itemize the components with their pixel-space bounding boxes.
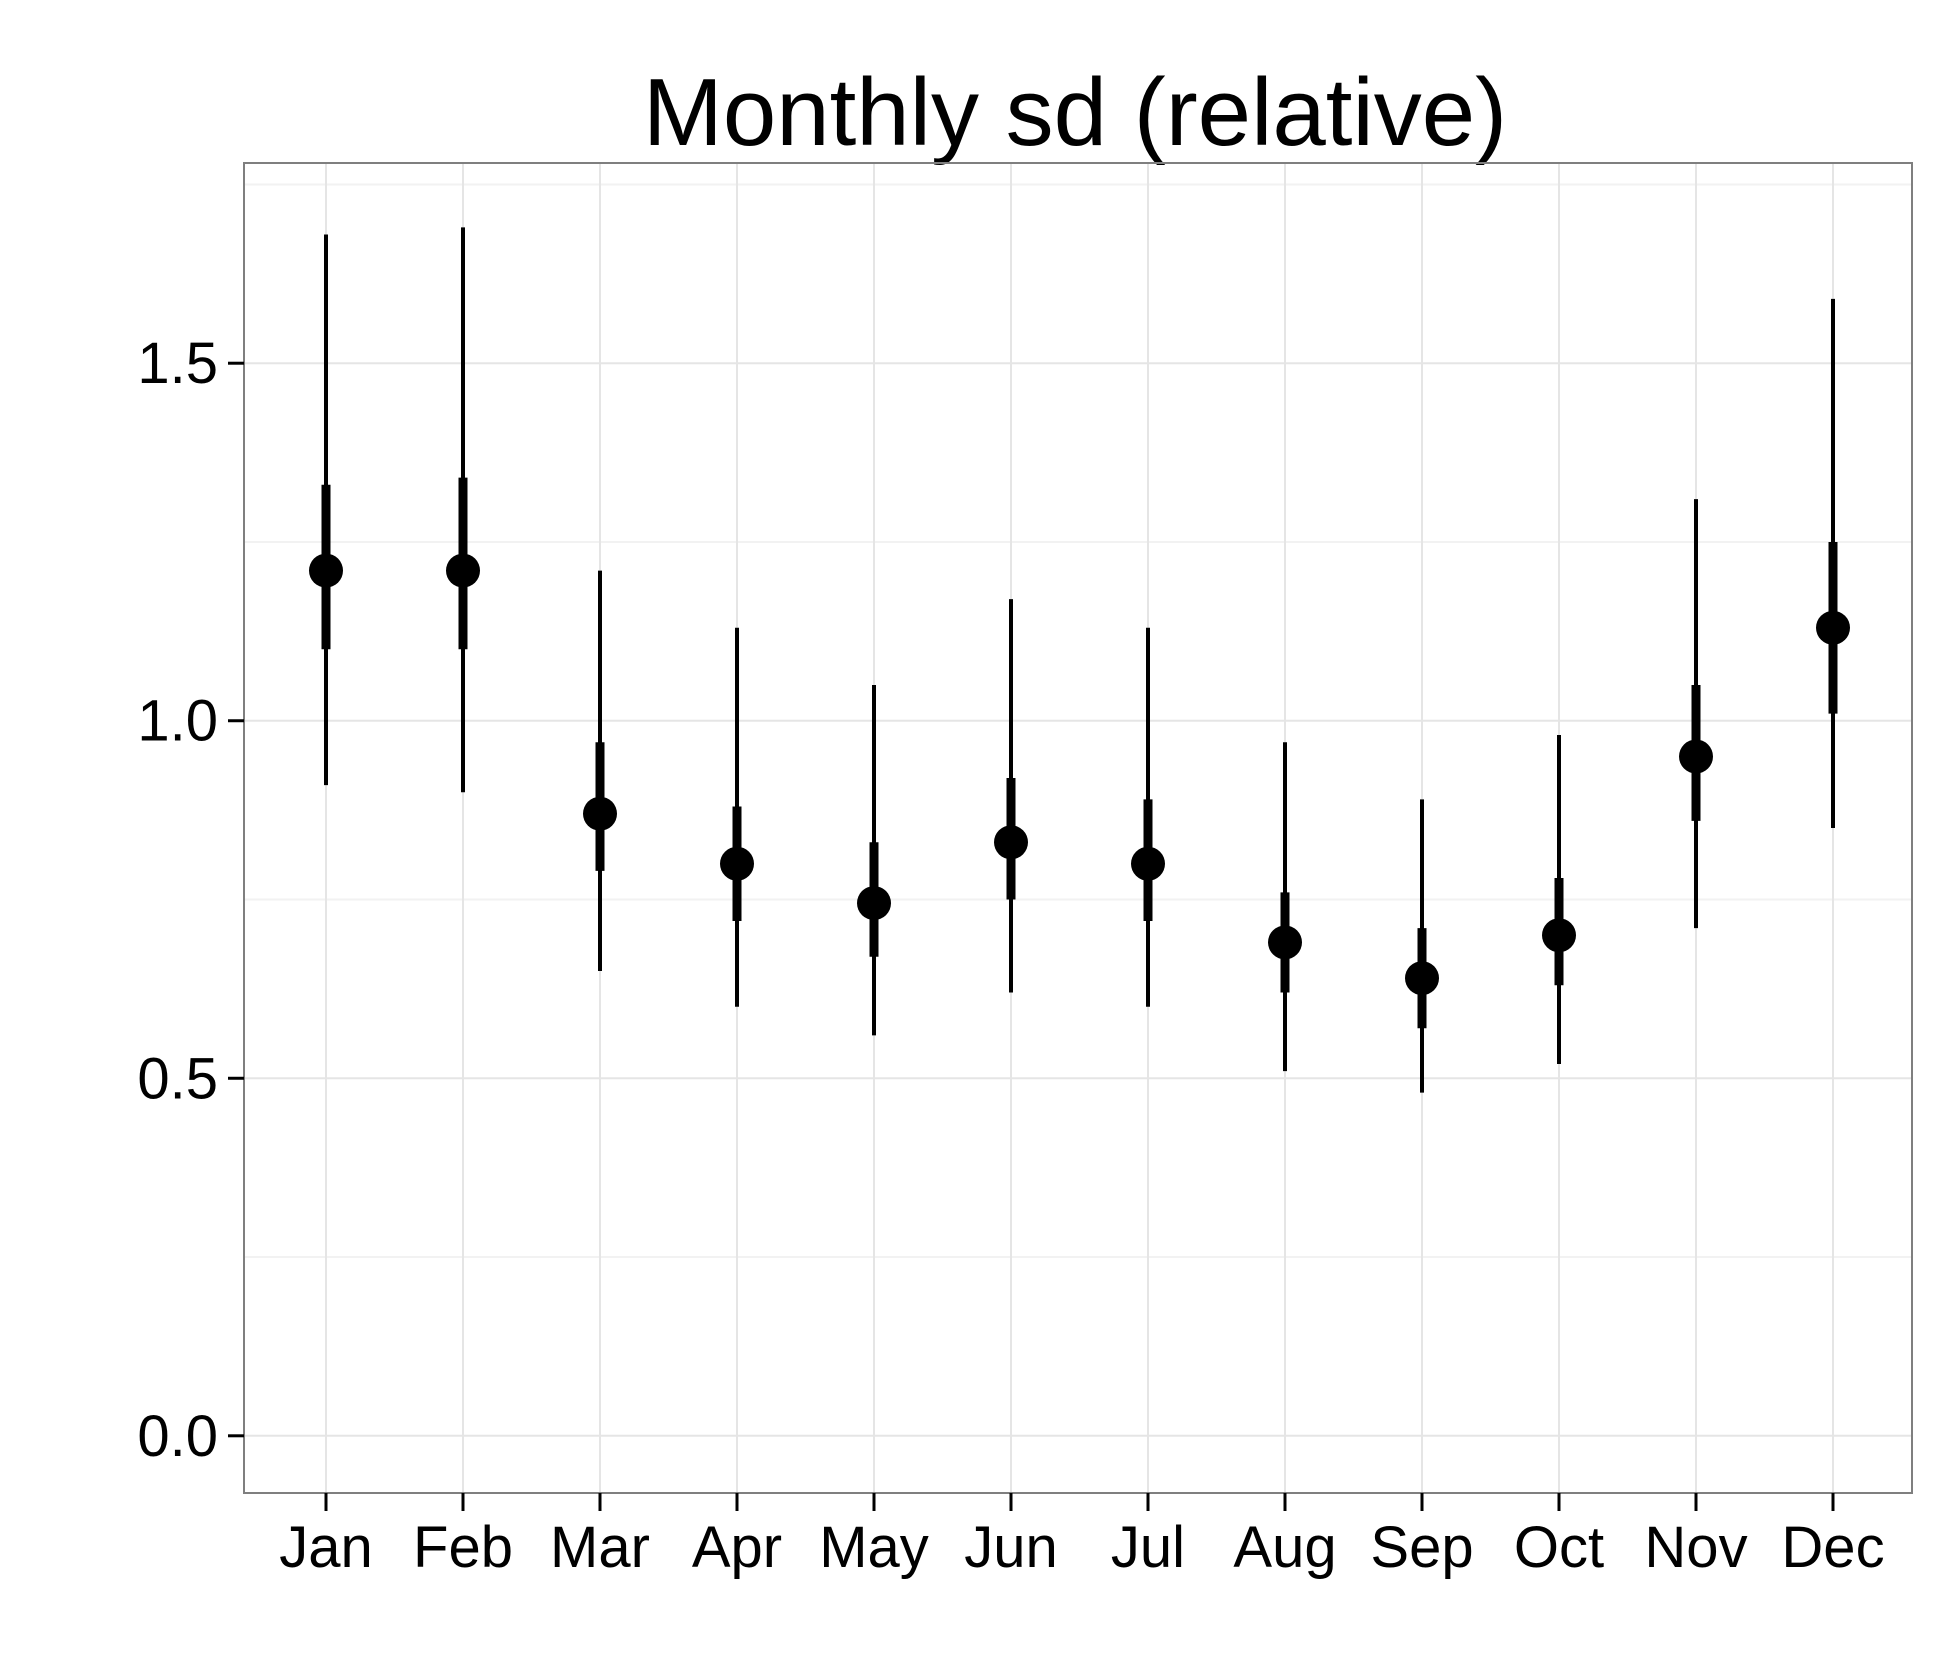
- data-point-feb: [446, 553, 480, 588]
- data-point-oct: [1542, 918, 1576, 953]
- x-axis: Jan Feb Mar Apr May Jun Jul Aug Sep Oct Nov Dec: [279, 1493, 1885, 1580]
- x-tick-label: Sep: [1370, 1515, 1473, 1580]
- data-point-jul: [1131, 846, 1165, 881]
- data-point-dec: [1816, 610, 1850, 645]
- x-tick-label: Dec: [1781, 1515, 1884, 1580]
- data-point-may: [857, 886, 891, 921]
- x-tick-label: Jul: [1111, 1515, 1185, 1580]
- data-points: [309, 553, 1850, 996]
- data-point-apr: [720, 846, 754, 881]
- data-point-aug: [1268, 925, 1302, 960]
- y-tick-label: 0.0: [137, 1404, 218, 1469]
- x-tick-label: Apr: [692, 1515, 782, 1580]
- x-tick-label: Nov: [1644, 1515, 1747, 1580]
- x-tick-label: May: [819, 1515, 929, 1580]
- data-point-nov: [1679, 739, 1713, 774]
- x-tick-label: Aug: [1233, 1515, 1336, 1580]
- x-tick-label: Feb: [413, 1515, 513, 1580]
- x-tick-label: Mar: [550, 1515, 650, 1580]
- y-tick-label: 1.5: [137, 331, 218, 396]
- data-point-jun: [994, 825, 1028, 860]
- panel-border: [243, 162, 1913, 1494]
- y-tick-label: 1.0: [137, 689, 218, 754]
- chart-title: Monthly sd (relative): [643, 59, 1507, 166]
- y-tick-label: 0.5: [137, 1046, 218, 1111]
- data-point-sep: [1405, 961, 1439, 996]
- x-tick-label: Jun: [964, 1515, 1058, 1580]
- y-axis: 0.0 0.5 1.0 1.5: [137, 331, 244, 1469]
- data-point-mar: [583, 796, 617, 831]
- error-bars: [321, 227, 1838, 1093]
- data-point-jan: [309, 553, 343, 588]
- x-tick-label: Oct: [1514, 1515, 1604, 1580]
- x-tick-label: Jan: [279, 1515, 373, 1580]
- grid: [244, 163, 1912, 1493]
